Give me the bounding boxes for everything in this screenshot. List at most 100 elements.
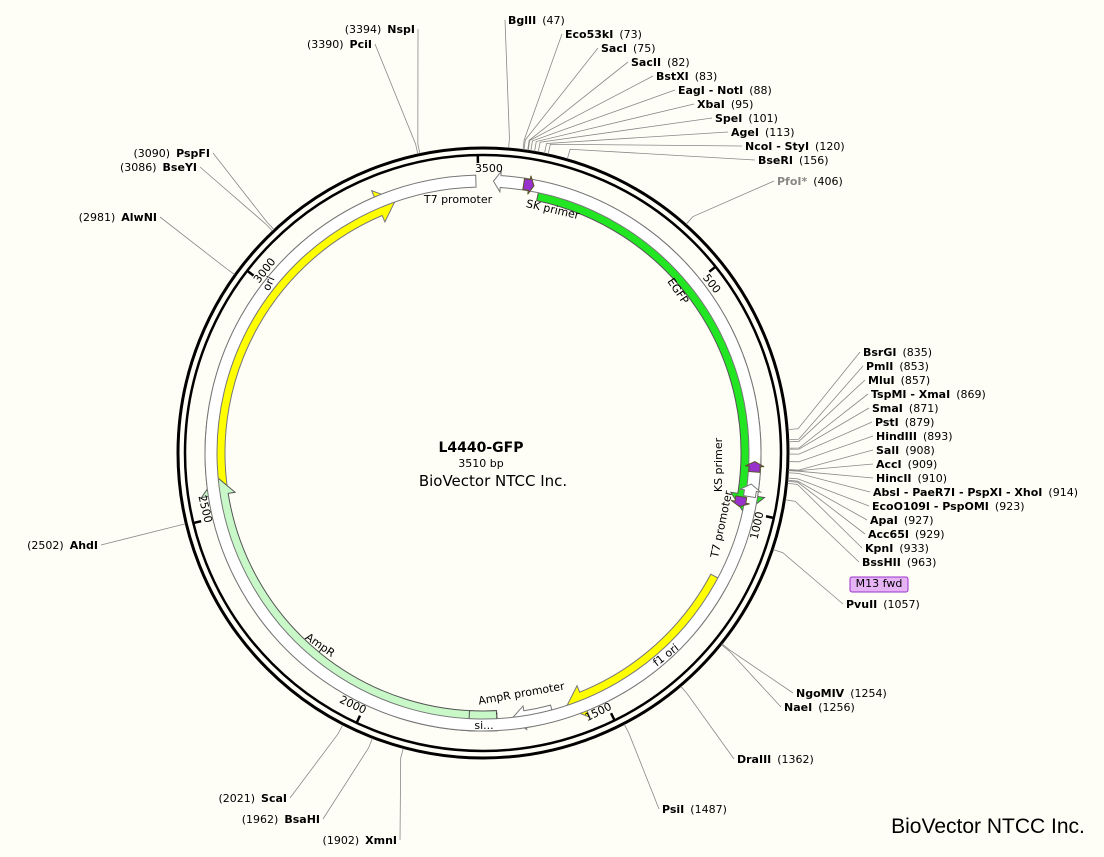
site-label: PmlI (853) — [866, 360, 929, 373]
site-position: (120) — [815, 140, 845, 153]
site-name: BseRI — [758, 154, 793, 167]
site-label: (2502) AhdI — [27, 539, 98, 552]
site-label: XbaI (95) — [697, 98, 753, 111]
site-leader — [159, 216, 235, 275]
site-leader — [788, 379, 866, 443]
site-name: NgoMIV — [796, 687, 845, 700]
site-name: AgeI — [731, 126, 759, 139]
site-name: PfoI* — [777, 175, 807, 188]
site-label: BsrGI (835) — [863, 346, 932, 359]
site-name: EagI - NotI — [678, 84, 743, 97]
site-name: SacII — [631, 56, 661, 69]
site-leader — [523, 47, 599, 150]
site-leader — [788, 393, 869, 449]
site-leader — [544, 131, 729, 154]
site-name: PspFI — [176, 147, 210, 160]
backbone-inner — [183, 153, 783, 753]
site-position: (3090) — [134, 147, 171, 160]
site-label: BseRI (156) — [758, 154, 829, 167]
site-name: BssHII — [862, 556, 901, 569]
site-position: (869) — [956, 388, 986, 401]
site-label: ApaI (927) — [870, 514, 934, 527]
site-leader — [399, 748, 404, 841]
site-leader — [788, 435, 874, 463]
site-position: (75) — [633, 42, 656, 55]
site-leader — [530, 89, 676, 151]
site-name: Eco53kI — [565, 28, 613, 41]
site-name: BsrGI — [863, 346, 896, 359]
site-name: PmlI — [866, 360, 893, 373]
site-name: SpeI — [715, 112, 742, 125]
site-name: ApaI — [870, 514, 898, 527]
plasmid-name: L4440-GFP — [438, 440, 523, 456]
feature-t7-promoter-2 — [738, 483, 763, 499]
site-label: DraIII (1362) — [737, 753, 814, 766]
site-label: (1962) BsaHI — [242, 813, 320, 826]
site-leader — [504, 19, 510, 149]
site-label: BglII (47) — [508, 14, 565, 27]
feature-label: ori — [260, 274, 278, 292]
site-leader — [527, 75, 654, 151]
site-label: KpnI (933) — [865, 542, 929, 555]
site-label: EcoO109I - PspOMI (923) — [872, 500, 1025, 513]
site-label: (3090) PspFI — [134, 147, 210, 160]
feature-t7-promoter — [204, 169, 762, 732]
site-name: PsiI — [662, 803, 684, 816]
site-leader — [547, 143, 743, 155]
site-leader — [788, 421, 873, 455]
site-label: SacI (75) — [601, 42, 656, 55]
site-leader — [788, 470, 874, 479]
site-leader — [787, 477, 870, 507]
site-label: SmaI (871) — [872, 402, 939, 415]
site-label: SacII (82) — [631, 56, 690, 69]
site-label: AccI (909) — [876, 458, 937, 471]
site-label: (3394) NspI — [345, 23, 415, 36]
site-label: Acc65I (929) — [868, 528, 945, 541]
site-leader — [289, 724, 344, 799]
site-leader — [374, 43, 419, 155]
site-position: (1487) — [690, 803, 727, 816]
site-position: (406) — [813, 175, 843, 188]
tick-mark — [246, 269, 255, 277]
site-leader — [566, 148, 756, 161]
feature-label: T7 promoter — [423, 193, 493, 206]
site-label: BssHII (963) — [862, 556, 936, 569]
site-name: SalI — [876, 444, 899, 457]
plasmid-length: 3510 bp — [458, 457, 503, 470]
watermark: BioVector NTCC Inc. — [891, 815, 1085, 838]
site-leader — [721, 643, 794, 694]
site-position: (2981) — [79, 211, 116, 224]
company: BioVector NTCC Inc. — [419, 472, 567, 490]
site-label: TspMI - XmaI (869) — [871, 388, 986, 401]
feature-label-box — [849, 576, 909, 593]
site-position: (1254) — [850, 687, 887, 700]
site-name: HindIII — [876, 430, 917, 443]
site-position: (910) — [918, 472, 948, 485]
site-leader — [788, 449, 874, 471]
site-position: (83) — [695, 70, 718, 83]
site-position: (927) — [904, 514, 934, 527]
site-leader — [199, 166, 273, 232]
site-position: (1362) — [777, 753, 814, 766]
site-label: AbsI - PaeR7I - PspXI - XhoI (914) — [873, 486, 1078, 499]
site-leader — [527, 61, 629, 151]
tick-label: 1000 — [748, 510, 767, 540]
tick-mark — [765, 515, 775, 520]
site-label: SalI (908) — [876, 444, 935, 457]
site-leader — [787, 482, 863, 549]
site-label: NgoMIV (1254) — [796, 687, 887, 700]
site-name: HincII — [876, 472, 912, 485]
site-name: PstI — [875, 416, 899, 429]
site-label: PstI (879) — [875, 416, 934, 429]
site-leader — [788, 463, 874, 472]
site-position: (1962) — [242, 813, 279, 826]
site-position: (95) — [731, 98, 754, 111]
site-leader — [680, 686, 735, 760]
tick-mark — [609, 712, 616, 721]
site-name: DraIII — [737, 753, 771, 766]
site-label: AgeI (113) — [731, 126, 795, 139]
site-label: HincII (910) — [876, 472, 947, 485]
site-position: (3394) — [345, 23, 382, 36]
site-leader — [788, 351, 861, 430]
